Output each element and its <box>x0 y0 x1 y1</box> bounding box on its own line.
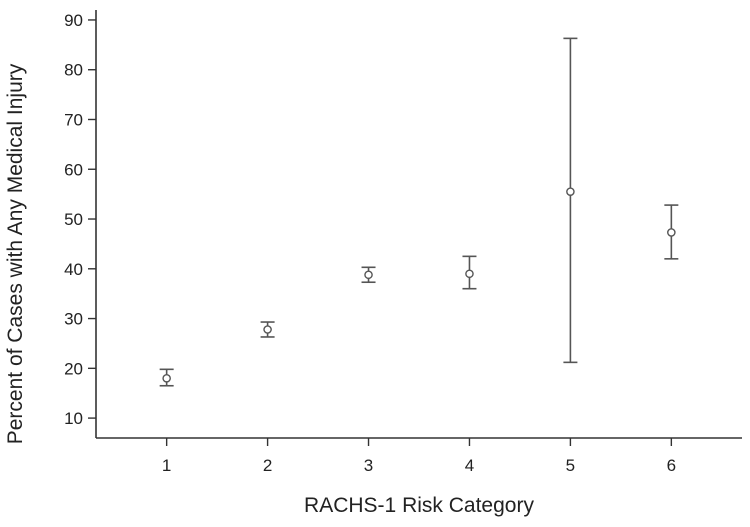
y-tick-label-60: 60 <box>64 160 83 179</box>
y-tick-label-10: 10 <box>64 409 83 428</box>
x-tick-label-1: 1 <box>162 456 171 475</box>
y-tick-label-90: 90 <box>64 11 83 30</box>
x-axis-ticks: 1 2 3 4 5 6 <box>162 438 676 475</box>
data-point-group-1 <box>159 368 174 387</box>
axes <box>95 10 742 439</box>
data-point <box>566 187 575 196</box>
y-tick-label-40: 40 <box>64 260 83 279</box>
data-point <box>263 325 272 334</box>
y-tick-label-30: 30 <box>64 310 83 329</box>
x-axis-title: RACHS-1 Risk Category <box>304 494 534 517</box>
x-tick-label-2: 2 <box>263 456 272 475</box>
data-point <box>364 270 373 280</box>
data-point-group-5 <box>563 37 578 364</box>
y-tick-label-50: 50 <box>64 210 83 229</box>
x-tick-label-4: 4 <box>465 456 474 475</box>
data-point-group-3 <box>361 266 376 284</box>
y-axis-title: Percent of Cases with Any Medical Injury <box>4 63 27 444</box>
data-point-group-4 <box>462 255 477 290</box>
y-tick-label-70: 70 <box>64 110 83 129</box>
data-point <box>667 228 676 237</box>
x-tick-label-6: 6 <box>667 456 676 475</box>
x-tick-label-3: 3 <box>364 456 373 475</box>
data-points <box>159 37 679 387</box>
y-tick-label-80: 80 <box>64 61 83 80</box>
data-point-group-2 <box>260 321 275 338</box>
y-axis-ticks: 10 20 30 40 50 60 70 80 90 <box>64 11 96 428</box>
data-point <box>162 373 171 383</box>
x-tick-label-5: 5 <box>566 456 575 475</box>
data-point-group-6 <box>664 204 679 260</box>
y-tick-label-20: 20 <box>64 359 83 378</box>
data-point <box>465 269 474 279</box>
